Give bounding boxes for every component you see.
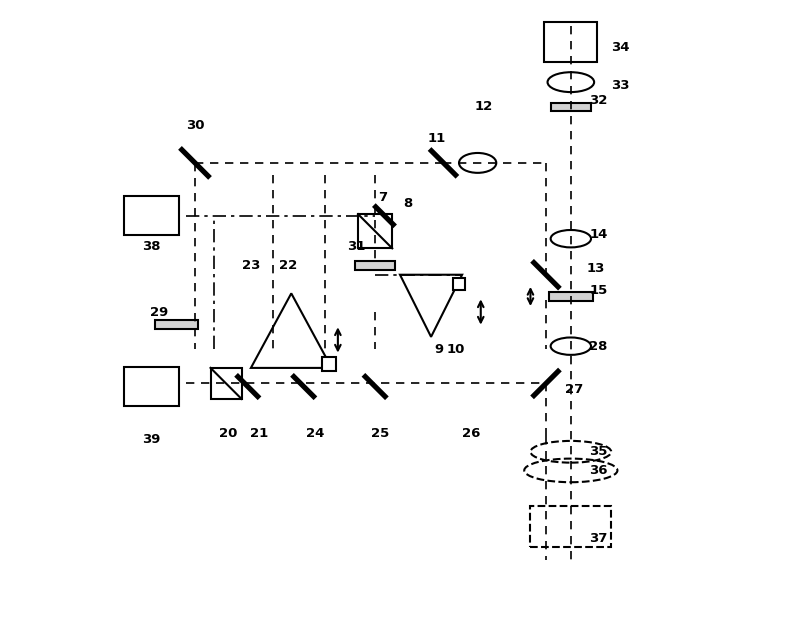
Text: 27: 27 (565, 383, 583, 396)
Text: 21: 21 (250, 427, 268, 440)
Bar (154, 320, 198, 329)
Bar (210, 368, 242, 399)
Text: 14: 14 (590, 228, 608, 241)
Text: 9: 9 (434, 343, 444, 356)
Text: 26: 26 (462, 427, 481, 440)
Text: 23: 23 (242, 259, 260, 272)
Bar (545, 22, 598, 62)
Text: 8: 8 (403, 197, 412, 210)
Text: 28: 28 (590, 339, 608, 353)
Text: 20: 20 (218, 427, 237, 440)
Bar (355, 261, 395, 270)
Bar (123, 197, 179, 235)
Text: 29: 29 (150, 306, 168, 318)
Text: 38: 38 (142, 240, 161, 253)
Text: 22: 22 (279, 259, 297, 272)
Text: 31: 31 (347, 240, 366, 253)
Bar (530, 506, 611, 547)
Bar (358, 214, 392, 248)
Text: 12: 12 (474, 100, 493, 114)
Text: 15: 15 (590, 284, 608, 297)
Text: 25: 25 (371, 427, 389, 440)
Text: 10: 10 (446, 343, 465, 356)
Text: 39: 39 (142, 433, 161, 446)
Text: 30: 30 (186, 119, 204, 132)
Text: 33: 33 (611, 79, 630, 92)
Bar (322, 358, 336, 371)
Bar (123, 368, 179, 406)
Polygon shape (400, 275, 462, 337)
Polygon shape (251, 293, 332, 368)
Text: 35: 35 (590, 446, 608, 458)
Bar (550, 103, 591, 111)
Bar (549, 292, 593, 301)
Text: 36: 36 (590, 464, 608, 477)
Bar (453, 278, 466, 290)
Text: 11: 11 (428, 132, 446, 145)
Text: 24: 24 (306, 427, 324, 440)
Text: 32: 32 (590, 94, 608, 107)
Text: 13: 13 (586, 262, 605, 275)
Text: 7: 7 (378, 190, 387, 203)
Text: 37: 37 (590, 532, 608, 545)
Text: 34: 34 (611, 41, 630, 54)
